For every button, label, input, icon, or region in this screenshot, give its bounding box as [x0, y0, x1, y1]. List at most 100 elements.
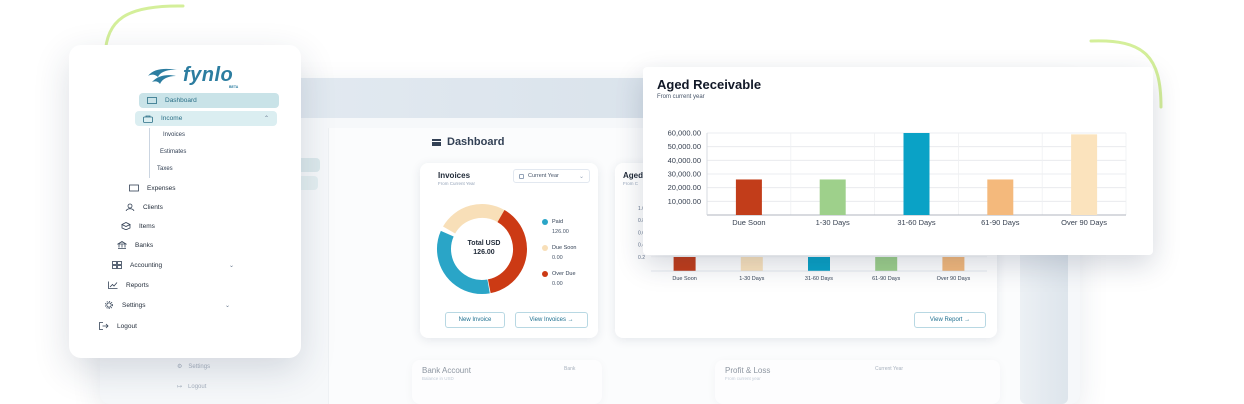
chart-subtitle: From current year	[657, 94, 705, 100]
logout-icon	[99, 322, 109, 330]
legend-dot	[542, 271, 548, 277]
period-select[interactable]: Current Year	[875, 366, 904, 372]
sidebar-item-income[interactable]: Income ⌃	[135, 111, 277, 126]
y-tick-label: 0.8	[638, 218, 645, 224]
y-tick-label: 0.2	[638, 255, 645, 261]
x-tick-label: 61-90 Days	[872, 276, 900, 282]
gear-icon	[105, 301, 113, 309]
y-tick-label: 50,000.00	[668, 142, 701, 151]
chevron-up-icon: ⌃	[263, 116, 269, 122]
legend-dot	[542, 245, 548, 251]
bar	[987, 179, 1014, 215]
submenu-guide-line	[149, 128, 150, 178]
gear-icon: ⚙	[177, 364, 183, 370]
sidebar-subitem-taxes[interactable]: Taxes	[157, 166, 173, 172]
bar	[875, 257, 898, 271]
sidebar-subitem-estimates[interactable]: Estimates	[160, 149, 187, 155]
bar	[808, 257, 830, 271]
period-select[interactable]: Current Year ⌄	[513, 169, 590, 183]
invoices-title: Invoices	[438, 171, 471, 180]
brand-wordmark: fynlo	[183, 64, 234, 86]
donut-center-label: Total USD 126.00	[467, 240, 501, 256]
sidebar-item-settings[interactable]: Settings ⌄	[104, 300, 238, 310]
decorative-arc-left	[103, 4, 185, 57]
y-tick-label: 1.0	[638, 206, 645, 212]
y-tick-label: 20,000.00	[668, 183, 701, 192]
x-tick-label: Over 90 Days	[937, 276, 971, 282]
logout-icon: ↦	[177, 384, 183, 390]
ghost-logout-item: ↦ Logout	[177, 383, 207, 391]
expenses-icon	[129, 184, 139, 192]
calendar-icon	[519, 173, 524, 179]
x-tick-label: Over 90 Days	[1061, 218, 1107, 227]
chevron-down-icon: ⌄	[228, 262, 234, 269]
legend-dot	[542, 219, 548, 225]
aged-receivable-bar-chart: 10,000.00 20,000.00 30,000.00 40,000.00 50,0…	[668, 129, 1127, 227]
y-tick-label: 0.4	[638, 243, 645, 249]
y-tick-label: 60,000.00	[668, 129, 701, 138]
bank-select[interactable]: Bank	[564, 366, 576, 372]
profit-loss-card: Profit & Loss From current year Current …	[715, 360, 1000, 404]
sidebar-item-clients[interactable]: Clients	[125, 202, 163, 212]
invoices-subtitle: From Current Year	[438, 181, 476, 186]
page-title: Dashboard	[432, 136, 504, 148]
clients-icon	[125, 203, 135, 211]
beta-badge: BETA	[229, 85, 239, 89]
bar	[903, 133, 930, 215]
logo-wave-icon	[148, 68, 178, 84]
sidebar-item-expenses[interactable]: Expenses	[129, 183, 176, 193]
sidebar-item-dashboard[interactable]: Dashboard	[139, 93, 279, 108]
bar	[942, 257, 965, 271]
sidebar-subitem-invoices[interactable]: Invoices	[163, 132, 186, 138]
view-invoices-button[interactable]: View Invoices →	[515, 312, 588, 328]
chevron-down-icon: ⌄	[578, 173, 584, 180]
x-tick-label: 1-30 Days	[739, 276, 764, 282]
banks-icon	[117, 241, 127, 249]
sidebar-item-logout[interactable]: Logout	[99, 321, 137, 331]
bar	[740, 257, 763, 271]
view-report-button[interactable]: View Report →	[914, 312, 986, 328]
sidebar-navigation: fynlo BETA	[69, 45, 301, 358]
bar	[735, 179, 762, 215]
chart-title: Aged Receivable	[657, 77, 762, 92]
x-tick-label: Due Soon	[672, 276, 696, 282]
x-tick-label: 31-60 Days	[897, 218, 936, 227]
sidebar-item-accounting[interactable]: Accounting ⌄	[112, 260, 242, 270]
chevron-down-icon: ⌄	[224, 302, 230, 309]
menu-icon	[432, 138, 441, 146]
invoices-legend: Paid 126.00 Due Soon 0.00 Over Due 0.00	[542, 218, 576, 296]
y-tick-label: 40,000.00	[668, 156, 701, 165]
y-tick-label: 30,000.00	[668, 170, 701, 179]
invoices-card: Invoices From Current Year Current Year …	[420, 163, 598, 338]
accounting-icon	[112, 261, 122, 269]
bar	[673, 257, 696, 271]
legend-item-due-soon: Due Soon	[542, 244, 576, 252]
sidebar-item-reports[interactable]: Reports	[108, 280, 149, 290]
new-invoice-button[interactable]: New Invoice	[445, 312, 505, 328]
income-icon	[143, 115, 153, 123]
sidebar-item-items[interactable]: Items	[121, 221, 155, 231]
aged-receivable-card: Aged Receivable From current year 10,000…	[643, 67, 1153, 255]
bank-account-card: Bank Account Balance in USD Bank	[412, 360, 602, 404]
invoices-donut-chart	[437, 204, 527, 294]
x-tick-label: 31-60 Days	[805, 276, 833, 282]
reports-icon	[108, 281, 118, 289]
bar	[1071, 134, 1098, 215]
y-tick-label: 0.6	[638, 230, 645, 236]
legend-item-over-due: Over Due	[542, 270, 576, 278]
items-icon	[121, 222, 131, 230]
y-tick-label: 10,000.00	[668, 197, 701, 206]
legend-item-paid: Paid	[542, 218, 576, 226]
ghost-settings-item: ⚙ Settings	[177, 363, 211, 371]
dashboard-icon	[147, 96, 157, 104]
x-tick-label: 61-90 Days	[981, 218, 1020, 227]
decorative-arc-right	[1089, 39, 1163, 109]
sidebar-item-banks[interactable]: Banks	[117, 240, 153, 250]
donut-segment-over-due	[437, 204, 527, 294]
x-tick-label: Due Soon	[732, 218, 765, 227]
bar	[819, 179, 846, 215]
donut-segment-paid	[437, 204, 527, 294]
fynlo-logo: fynlo BETA	[146, 64, 246, 90]
x-tick-label: 1-30 Days	[816, 218, 850, 227]
